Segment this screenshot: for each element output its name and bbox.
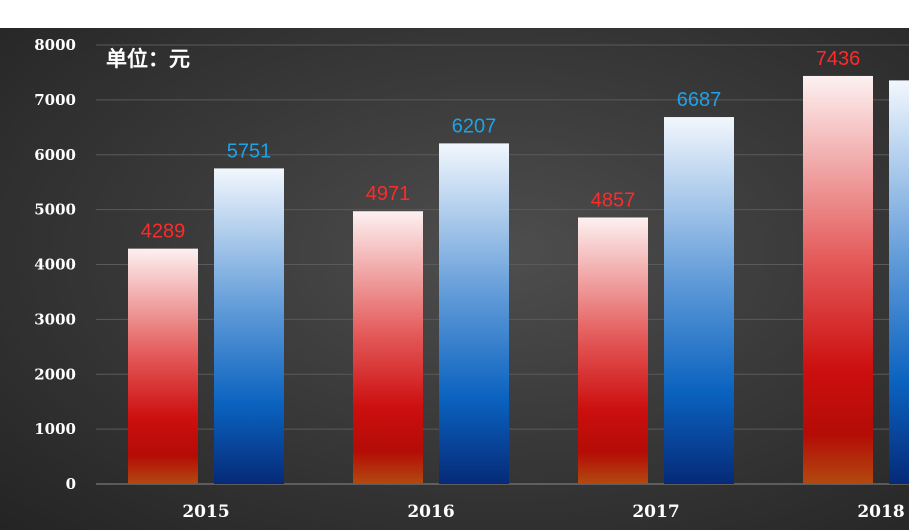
y-tick-label: 4000 <box>34 256 76 274</box>
x-tick-label: 2018 <box>857 502 904 522</box>
chart-background: 0 1000 2000 3000 4000 5000 6000 7000 8000 4289 57… <box>0 28 909 530</box>
y-tick-label: 8000 <box>34 36 76 54</box>
x-axis-tick-labels: 2015 2016 2017 2018 <box>182 502 904 522</box>
data-label: 4971 <box>366 183 411 205</box>
bars <box>128 75 909 485</box>
bar-2017-series-1 <box>578 217 648 485</box>
bar-2016-series-2 <box>439 143 509 484</box>
data-label: 6687 <box>677 89 722 111</box>
bar-2015-series-2 <box>214 168 284 484</box>
y-tick-label: 7000 <box>34 91 76 109</box>
y-tick-label: 2000 <box>34 365 76 383</box>
unit-label: 单位：元 <box>106 47 190 71</box>
y-tick-label: 1000 <box>34 420 76 438</box>
data-labels: 42895751497162074857668774367 <box>141 48 861 243</box>
y-tick-label: 6000 <box>34 146 76 164</box>
bar-2017-series-2 <box>664 117 734 484</box>
bar-2016-series-1 <box>353 211 423 484</box>
bar-2018-series-2 <box>889 80 909 484</box>
bar-2015-series-1 <box>128 248 198 484</box>
data-label: 5751 <box>227 140 272 162</box>
data-label: 4289 <box>141 221 186 243</box>
y-tick-label: 0 <box>66 475 76 493</box>
x-tick-label: 2017 <box>632 502 679 522</box>
bar-chart: 0 1000 2000 3000 4000 5000 6000 7000 8000 4289 57… <box>34 36 909 522</box>
x-tick-label: 2015 <box>182 502 229 522</box>
x-tick-label: 2016 <box>407 502 454 522</box>
bar-2018-series-1 <box>803 75 873 485</box>
data-label: 7436 <box>816 48 861 70</box>
y-axis-tick-labels: 0 1000 2000 3000 4000 5000 6000 7000 8000 <box>34 36 76 493</box>
y-tick-label: 3000 <box>34 310 76 328</box>
data-label: 4857 <box>591 189 636 211</box>
data-label: 6207 <box>452 115 497 137</box>
y-tick-label: 5000 <box>34 201 76 219</box>
